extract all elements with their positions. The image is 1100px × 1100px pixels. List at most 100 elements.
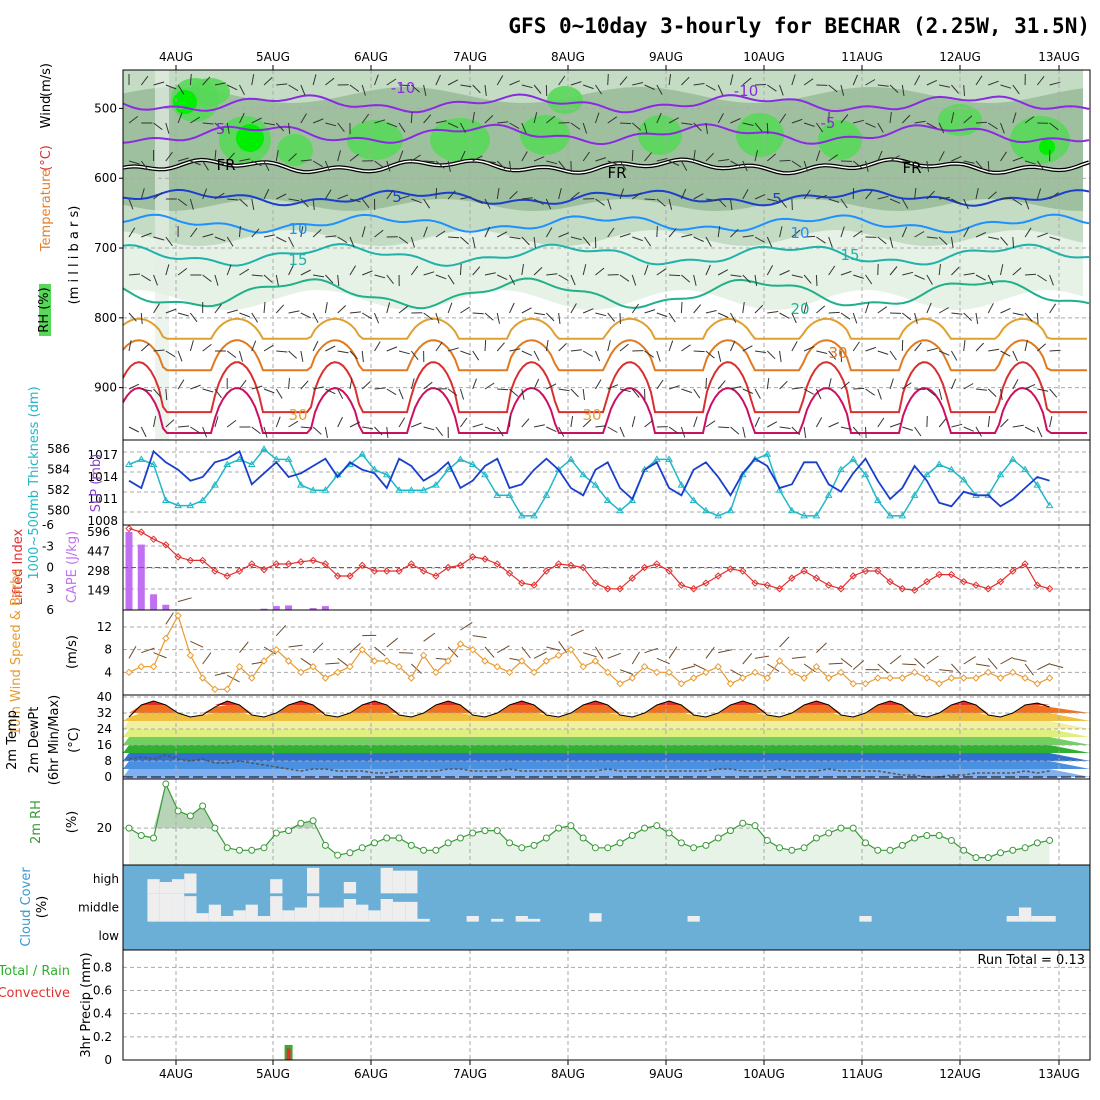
rh2m-point-47: [702, 841, 710, 849]
li-tick-3: 3: [46, 582, 54, 596]
ua-barb-66-1: [938, 122, 945, 134]
cloud-high-18: [343, 882, 357, 894]
wind-barb-15: [312, 642, 324, 654]
ua-barb-28-2: [472, 155, 483, 162]
li-point-0: [125, 524, 133, 533]
thickness-point-14: [296, 481, 305, 488]
ua-barb-4-0: [177, 84, 185, 95]
ua-barb-5-9: [190, 426, 200, 434]
xlabel-top-0: 4AUG: [159, 50, 193, 64]
ua-barb-26-6: [447, 302, 453, 314]
cloud-middle-14: [294, 907, 307, 922]
rh2m-point-52: [763, 836, 771, 844]
wind-barb-67: [951, 663, 962, 675]
ua-barb-24-1: [423, 114, 432, 124]
cloud-middle-32: [515, 916, 528, 922]
ua-barb-34-9: [546, 426, 557, 433]
wind-point-38: [591, 657, 600, 665]
ua-barb-31-6: [509, 302, 515, 314]
ua-barb-24-0: [423, 84, 427, 96]
ua-barb-29-6: [484, 312, 494, 321]
thickness-point-52: [763, 450, 772, 457]
li-point-6: [198, 556, 207, 565]
thickness-point-23: [407, 486, 416, 493]
li-point-51: [751, 579, 759, 587]
li-point-64: [910, 586, 919, 594]
ylabel-wind10m-unit: (m/s): [65, 635, 80, 669]
ua-barb-52-5: [766, 265, 774, 276]
thickness-point-28: [468, 460, 477, 468]
thickness-point-53: [775, 486, 784, 493]
wind-barb-37: [583, 652, 597, 658]
ua-barb-70-6: [987, 303, 994, 314]
ua-barb-51-5: [754, 274, 758, 286]
ua-barb-74-0: [1036, 75, 1045, 86]
li-point-54: [788, 574, 796, 582]
ua-barb-44-7: [668, 340, 674, 352]
ua-barb-27-8: [459, 388, 465, 400]
ua-barb-74-7: [1037, 343, 1047, 352]
rh2m-point-8: [223, 844, 231, 852]
li-point-1: [137, 528, 145, 536]
wind-barb-49: [730, 669, 743, 677]
wind-barb-69: [975, 663, 990, 667]
rh2m-area: [129, 783, 1050, 865]
ua-barb-14-3: [300, 198, 309, 208]
thickness-point-64: [910, 491, 919, 498]
ua-barb-50-7: [742, 345, 753, 352]
ua-barb-23-7: [410, 350, 419, 361]
wind-barb-62: [889, 655, 902, 665]
slp-tick-1: 1014: [87, 470, 118, 484]
cape-bar-13: [285, 605, 293, 610]
ua-barb-4-7: [177, 350, 183, 362]
ua-barb-70-5: [987, 274, 994, 286]
ua-barb-55-2: [803, 160, 809, 172]
ua-barb-39-2: [607, 160, 619, 166]
ua-barb-23-0: [410, 84, 420, 93]
ua-barb-55-0: [803, 78, 814, 86]
ylabel-temperature-unit: (°C): [39, 145, 54, 171]
wind-point-45: [677, 679, 686, 688]
ua-barb-32-6: [521, 307, 532, 314]
ua-barb-38-5: [595, 267, 605, 276]
wind-barb-48: [718, 649, 733, 654]
xlabel-top-6: 10AUG: [743, 50, 785, 64]
ua-barb-75-0: [1049, 81, 1061, 86]
ua-barb-3-8: [165, 388, 168, 401]
ua-barb-61-2: [877, 150, 883, 162]
xlabel-bottom-2: 6AUG: [354, 1067, 388, 1081]
ua-barb-65-6: [926, 302, 932, 314]
thickness-point-38: [591, 481, 600, 488]
contour-label-14: 30: [828, 344, 847, 362]
ua-barb-46-0: [693, 83, 705, 86]
temp-tick-0: 40: [97, 690, 112, 704]
ua-barb-71-8: [1000, 388, 1003, 400]
li-point-31: [505, 569, 514, 577]
ua-barb-57-5: [828, 265, 836, 276]
ua-barb-12-3: [276, 193, 287, 200]
ua-barb-1-8: [141, 388, 153, 392]
ua-barb-60-2: [865, 160, 869, 172]
xlabel-top-3: 7AUG: [453, 50, 487, 64]
ua-barb-5-3: [189, 198, 194, 210]
ua-barb-11-9: [263, 426, 268, 438]
isotherm-diurnal-0: [122, 317, 1087, 340]
ua-barb-63-5: [902, 271, 914, 276]
ua-barb-33-9: [533, 424, 545, 428]
wind-point-28: [468, 645, 477, 654]
ua-barb-23-1: [410, 111, 413, 124]
ua-barb-6-5: [202, 274, 212, 282]
thickness-point-24: [419, 486, 428, 493]
li-point-9: [235, 567, 244, 575]
ua-barb-70-7: [988, 348, 1000, 352]
ua-barb-38-8: [595, 379, 602, 390]
ua-barb-24-8: [423, 381, 433, 390]
ylabel-lifted-index: Lifted Index: [11, 528, 26, 605]
cloud-middle-3: [159, 893, 172, 922]
ua-barb-74-2: [1036, 160, 1045, 171]
ua-barb-24-2: [423, 160, 435, 163]
ua-barb-16-5: [325, 274, 334, 284]
ua-barb-50-9: [742, 426, 746, 438]
ua-barb-21-5: [386, 274, 394, 285]
ua-barb-12-4: [276, 236, 287, 243]
